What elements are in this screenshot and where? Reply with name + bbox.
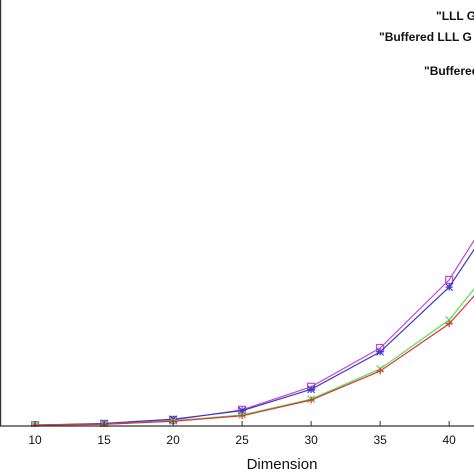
x-tick-label: 10 (28, 433, 42, 447)
series-line (35, 248, 474, 426)
plot-area (30, 239, 474, 427)
marker (376, 367, 384, 375)
marker (445, 283, 454, 292)
marker (376, 347, 385, 356)
marker (307, 385, 316, 394)
marker (238, 406, 247, 415)
x-tick-label: 20 (166, 433, 180, 447)
marker (238, 412, 246, 420)
x-tick-label: 25 (235, 433, 249, 447)
legend-label: "LLL G (436, 9, 474, 23)
series-line (35, 295, 474, 426)
x-tick-label: 40 (442, 433, 456, 447)
x-tick-label: 30 (304, 433, 318, 447)
marker (445, 320, 453, 328)
marker (445, 275, 454, 284)
marker (307, 396, 315, 404)
series-line (35, 239, 474, 426)
x-axis-title: Dimension (247, 456, 318, 473)
series-line (35, 288, 474, 426)
legend-label: "Buffered LLL G (379, 30, 472, 44)
x-tick-label: 35 (373, 433, 387, 447)
marker (445, 316, 454, 324)
x-tick-label: 15 (97, 433, 111, 447)
legend-label: "Buffered (424, 64, 474, 78)
